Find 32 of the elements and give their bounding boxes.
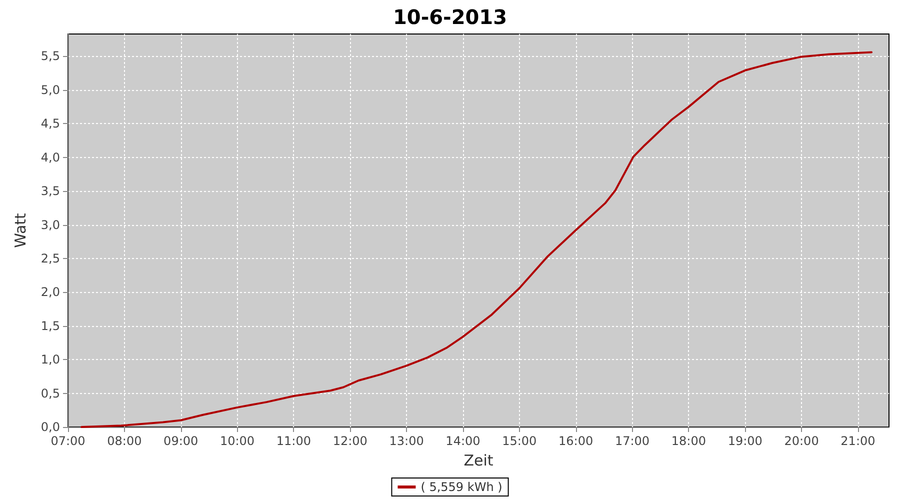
x-tick-label: 21:00 — [840, 434, 876, 448]
y-tick-label: 0,0 — [40, 420, 60, 434]
x-tick-label: 15:00 — [502, 434, 537, 448]
x-tick-label: 09:00 — [164, 434, 198, 448]
x-tick-label: 17:00 — [614, 434, 650, 448]
y-tick-label: 4,0 — [40, 150, 60, 164]
x-tick-label: 16:00 — [558, 434, 594, 448]
line-series — [80, 51, 873, 428]
y-tick-label: 5,5 — [40, 49, 60, 64]
x-tick-label: 13:00 — [389, 434, 424, 448]
x-tick-label: 08:00 — [107, 434, 142, 448]
x-tick-label: 18:00 — [671, 434, 706, 448]
y-tick-label: 5,0 — [40, 82, 60, 97]
x-tick-label: 07:00 — [50, 434, 86, 448]
y-tick-label: 0,5 — [40, 386, 60, 400]
y-tick-label: 2,5 — [40, 251, 60, 266]
y-tick-label: 2,0 — [40, 285, 60, 300]
x-tick-label: 14:00 — [446, 434, 480, 448]
x-tick-label: 20:00 — [784, 434, 819, 448]
y-tick-label: 1,5 — [40, 318, 60, 333]
y-tick-label: 3,5 — [40, 184, 60, 198]
y-axis-title: Watt — [12, 212, 30, 248]
y-tick-label: 4,5 — [40, 116, 60, 131]
y-tick-label: 1,0 — [40, 352, 60, 367]
x-axis-title: Zeit — [464, 452, 494, 470]
x-tick-label: 12:00 — [332, 434, 368, 448]
chart-title: 10-6-2013 — [392, 5, 508, 29]
x-tick-label: 10:00 — [220, 434, 255, 448]
legend-label: ( 5,559 kWh ) — [420, 480, 502, 494]
y-tick-label: 3,0 — [40, 218, 60, 232]
x-tick-label: 19:00 — [728, 434, 762, 448]
x-tick-label: 11:00 — [276, 434, 311, 448]
